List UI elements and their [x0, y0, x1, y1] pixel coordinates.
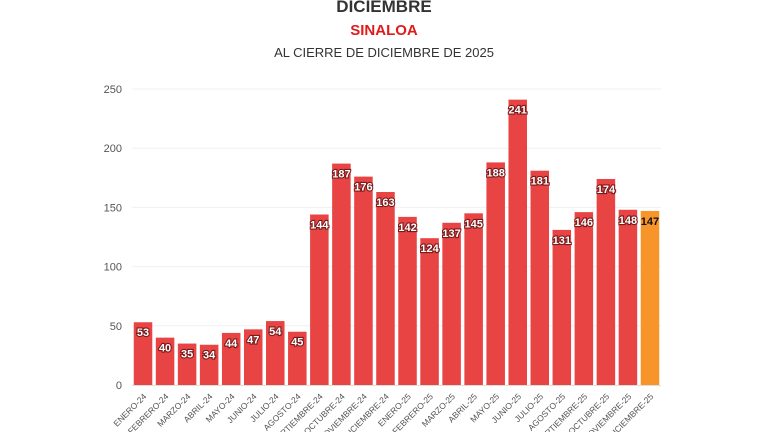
bar [618, 209, 638, 385]
data-label: 137 [442, 228, 460, 240]
data-label: 131 [553, 235, 571, 247]
bar [640, 210, 660, 385]
bar [420, 238, 439, 385]
y-tick-label: 250 [104, 84, 122, 96]
data-label: 44 [225, 338, 238, 350]
y-tick-label: 150 [104, 202, 122, 214]
data-label: 47 [247, 334, 259, 346]
data-label: 181 [531, 176, 549, 188]
bar [398, 216, 417, 385]
bar [596, 178, 616, 385]
data-label: 147 [641, 216, 659, 228]
data-label: 148 [619, 215, 637, 227]
data-label: 142 [398, 222, 416, 234]
data-label: 174 [597, 184, 616, 196]
bar [243, 329, 263, 385]
bar [332, 163, 351, 385]
data-label: 45 [291, 337, 303, 349]
bar [288, 331, 307, 385]
data-label: 176 [354, 182, 372, 194]
bar [133, 322, 153, 385]
bar [486, 162, 505, 385]
bar [552, 229, 572, 385]
data-label: 188 [487, 167, 505, 179]
y-tick-label: 0 [116, 380, 122, 392]
bar [155, 337, 175, 385]
data-label: 145 [464, 218, 482, 230]
bar [574, 212, 594, 385]
data-label: 124 [420, 243, 439, 255]
data-label: 53 [137, 327, 149, 339]
y-tick-label: 100 [104, 262, 122, 274]
data-label: 163 [376, 197, 394, 209]
bar [442, 222, 461, 385]
bar [508, 99, 527, 385]
bar [464, 213, 483, 385]
bar [266, 321, 285, 385]
y-tick-label: 200 [104, 143, 122, 155]
bar [376, 192, 395, 385]
data-label: 241 [509, 105, 527, 117]
bar [177, 343, 197, 385]
bar [530, 170, 550, 385]
data-label: 54 [269, 326, 282, 338]
data-label: 34 [203, 350, 216, 362]
bar [310, 214, 329, 385]
bar [354, 176, 373, 385]
data-label: 187 [332, 169, 350, 181]
bar [221, 332, 241, 385]
chart-subtitle: SINALOA [350, 22, 418, 39]
bar [199, 344, 219, 385]
data-label: 144 [310, 220, 329, 232]
data-label: 40 [159, 343, 171, 355]
data-label: 146 [575, 217, 593, 229]
y-tick-label: 50 [110, 321, 122, 333]
data-label: 35 [181, 349, 193, 361]
chart-caption: AL CIERRE DE DICIEMBRE DE 2025 [274, 45, 494, 60]
chart-title: DICIEMBRE [336, 0, 432, 16]
